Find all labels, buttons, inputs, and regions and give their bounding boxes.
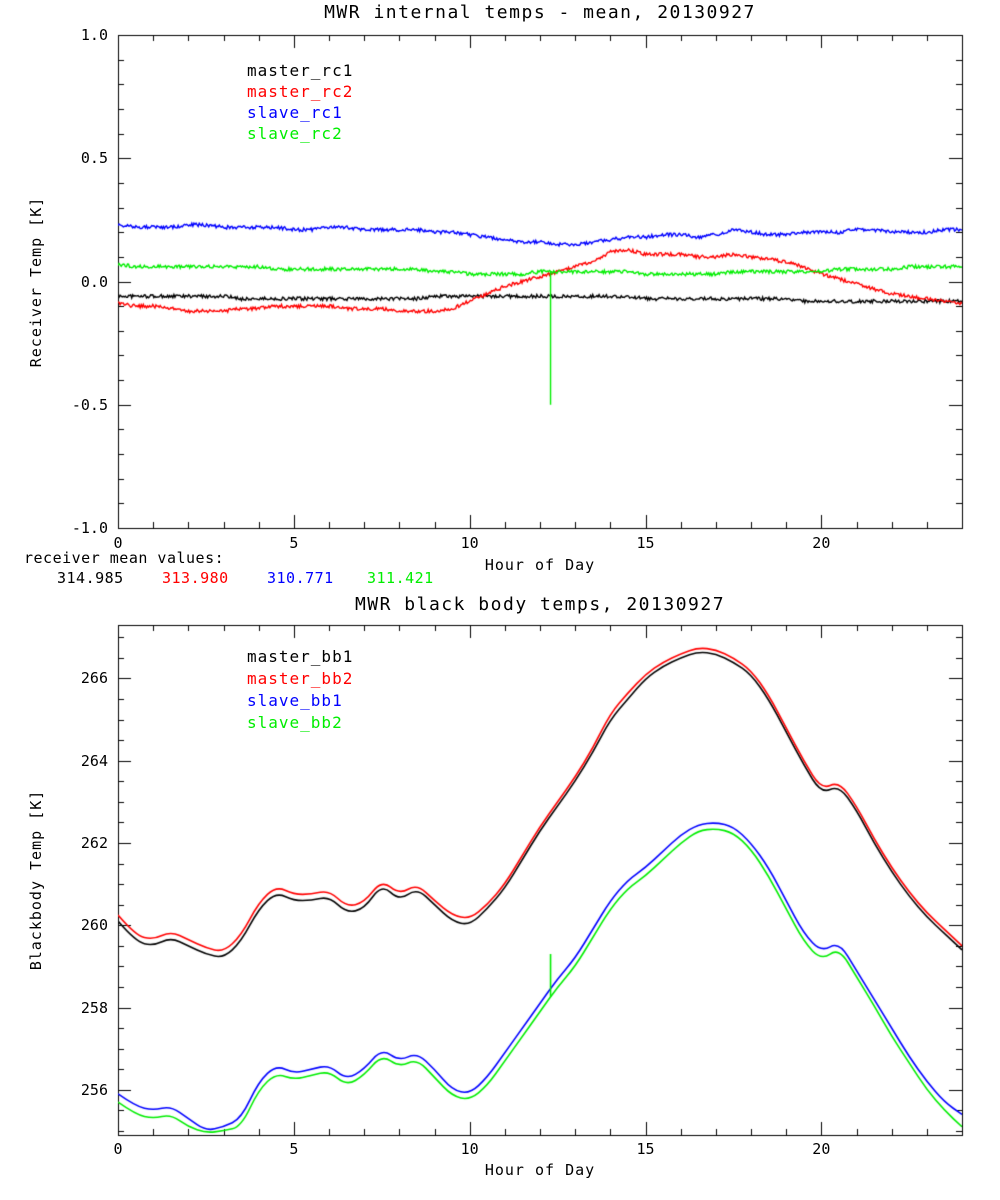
legend-label: master_rc2 — [247, 82, 354, 101]
x-tick-label: 10 — [460, 1140, 479, 1158]
x-tick-label: 0 — [113, 1140, 123, 1158]
x-tick-label: 5 — [289, 534, 299, 552]
x-tick-label: 20 — [812, 534, 831, 552]
mean-value: 314.985 — [57, 569, 124, 587]
y-tick-label: 260 — [80, 916, 108, 935]
legend-label: master_bb2 — [247, 669, 354, 688]
legend-label: slave_rc1 — [247, 103, 343, 122]
x-axis-label: Hour of Day — [484, 1161, 596, 1179]
y-tick-label: 262 — [80, 833, 108, 852]
y-tick-label: -1.0 — [71, 519, 108, 537]
x-axis-label: Hour of Day — [484, 556, 596, 574]
y-tick-label: 0.0 — [80, 272, 108, 291]
y-tick-label: 1.0 — [80, 26, 108, 44]
legend-label: slave_bb2 — [247, 713, 343, 732]
legend-label: slave_rc2 — [247, 124, 343, 143]
y-tick-label: 0.5 — [80, 149, 108, 168]
mean-value: 311.421 — [367, 569, 434, 587]
chart-title: MWR internal temps - mean, 20130927 — [324, 2, 756, 23]
x-tick-label: 15 — [636, 1140, 655, 1158]
legend-label: slave_bb1 — [247, 691, 343, 710]
x-tick-label: 5 — [289, 1140, 299, 1158]
x-tick-label: 10 — [460, 534, 479, 552]
y-tick-label: 266 — [80, 669, 108, 688]
chart-title: MWR black body temps, 20130927 — [354, 594, 726, 615]
legend-label: master_bb1 — [247, 647, 354, 666]
x-tick-label: 0 — [113, 534, 123, 552]
x-tick-label: 20 — [812, 1140, 831, 1158]
x-tick-label: 15 — [636, 534, 655, 552]
y-tick-label: -0.5 — [71, 395, 108, 414]
y-axis-label: Receiver Temp [K] — [27, 196, 45, 367]
mean-value: 313.980 — [162, 569, 229, 587]
mean-value: 310.771 — [267, 569, 334, 587]
y-tick-label: 258 — [80, 998, 108, 1017]
y-tick-label: 256 — [80, 1080, 108, 1099]
mean-values-heading: receiver mean values: — [24, 549, 225, 567]
legend-label: master_rc1 — [247, 61, 354, 80]
y-tick-label: 264 — [80, 751, 108, 770]
y-axis-label: Blackbody Temp [K] — [27, 789, 45, 971]
